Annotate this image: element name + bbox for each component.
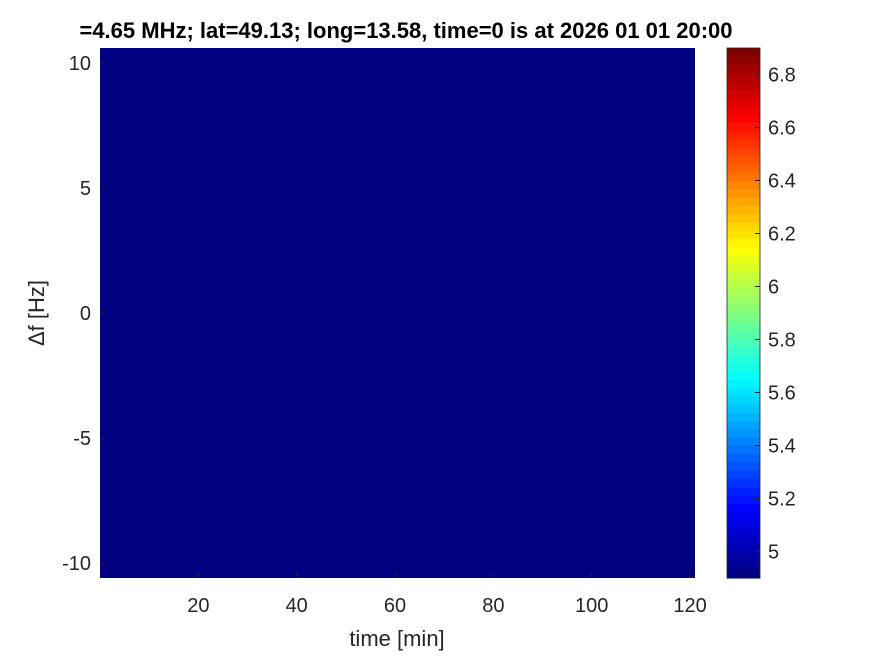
colorbar-band — [727, 453, 760, 463]
y-tick-label: 10 — [69, 53, 91, 75]
colorbar-frame — [726, 47, 761, 579]
x-axis: 20 40 60 80 100 120 — [187, 573, 707, 617]
colorbar-tick-label: 5.8 — [768, 330, 796, 352]
colorbar-band — [727, 263, 760, 273]
colorbar-band — [727, 370, 760, 380]
colorbar-band — [727, 296, 760, 306]
colorbar-band — [727, 346, 760, 356]
y-tick-label: 5 — [80, 178, 91, 200]
colorbar-tick-label: 6.2 — [768, 224, 796, 246]
colorbar-band — [727, 437, 760, 447]
colorbar-band — [727, 64, 760, 74]
colorbar-band — [727, 470, 760, 480]
colorbar-band — [727, 304, 760, 314]
colorbar-tick-label: 5.2 — [768, 489, 796, 511]
colorbar-band — [727, 337, 760, 347]
x-axis-label: time [min] — [349, 626, 444, 651]
colorbar-band — [727, 503, 760, 513]
colorbar-tick-label: 5.4 — [768, 436, 796, 458]
colorbar-band — [727, 536, 760, 546]
x-tick-label: 120 — [673, 595, 706, 617]
colorbar-band — [727, 205, 760, 215]
colorbar-band — [727, 428, 760, 438]
colorbar-band — [727, 147, 760, 157]
colorbar-band — [727, 72, 760, 82]
y-axis: 10 5 0 -5 -10 — [62, 53, 105, 575]
colorbar-band — [727, 130, 760, 140]
colorbar-band — [727, 387, 760, 397]
colorbar-band — [727, 420, 760, 430]
colorbar-band — [727, 478, 760, 488]
colorbar-band — [727, 114, 760, 124]
chart-title: =4.65 MHz; lat=49.13; long=13.58, time=0… — [79, 18, 732, 43]
heatmap-background — [100, 48, 695, 578]
colorbar-band — [727, 362, 760, 372]
colorbar-band — [727, 313, 760, 322]
colorbar-band — [727, 329, 760, 339]
colorbar-band — [727, 412, 760, 422]
x-tick-label: 60 — [384, 595, 406, 617]
colorbar-band — [727, 213, 760, 223]
x-tick-label: 40 — [286, 595, 308, 617]
y-tick-label: -5 — [73, 428, 91, 450]
colorbar-band — [727, 230, 760, 240]
colorbar-band — [727, 486, 760, 496]
x-tick-label: 80 — [482, 595, 504, 617]
colorbar-band — [727, 271, 760, 281]
plot-area — [100, 48, 695, 578]
colorbar-band — [727, 520, 760, 529]
colorbar-band — [727, 180, 760, 190]
colorbar-band — [727, 553, 760, 563]
colorbar-band — [727, 139, 760, 148]
colorbar-band — [727, 288, 760, 298]
colorbar-band — [727, 48, 760, 57]
colorbar-band — [727, 246, 760, 256]
colorbar-band — [727, 511, 760, 521]
colorbar-band — [727, 163, 760, 173]
colorbar-band — [727, 279, 760, 289]
colorbar-tick-label: 6.6 — [768, 118, 796, 140]
colorbar-band — [727, 495, 760, 505]
colorbar-band — [727, 528, 760, 538]
y-tick-label: 0 — [80, 303, 91, 325]
colorbar-band — [727, 122, 760, 132]
colorbar-band — [727, 395, 760, 405]
colorbar-band — [727, 197, 760, 206]
heatmap-cell — [285, 337, 288, 339]
colorbar-tick-label: 6.4 — [768, 171, 796, 193]
y-tick-label: -10 — [62, 553, 91, 575]
colorbar-band — [727, 544, 760, 554]
colorbar-band — [727, 89, 760, 99]
colorbar-band — [727, 561, 760, 571]
colorbar: 6.8 6.6 6.4 6.2 6 5.8 5.6 5.4 5.2 5 — [726, 47, 796, 579]
colorbar-band — [727, 379, 760, 389]
colorbar-band — [727, 569, 760, 579]
colorbar-tick-label: 5.6 — [768, 383, 796, 405]
colorbar-band — [727, 81, 760, 91]
colorbar-tick-label: 5 — [768, 542, 779, 564]
colorbar-band — [727, 255, 760, 264]
colorbar-tick-label: 6 — [768, 277, 779, 299]
colorbar-band — [727, 404, 760, 413]
colorbar-band — [727, 354, 760, 364]
colorbar-band — [727, 172, 760, 182]
colorbar-band — [727, 188, 760, 198]
colorbar-band — [727, 155, 760, 165]
colorbar-band — [727, 97, 760, 107]
colorbar-tick-label: 6.8 — [768, 65, 796, 87]
colorbar-band — [727, 238, 760, 248]
y-axis-label: Δf [Hz] — [24, 280, 49, 346]
colorbar-band — [727, 221, 760, 231]
colorbar-band — [727, 321, 760, 331]
colorbar-band — [727, 462, 760, 471]
colorbar-band — [727, 56, 760, 66]
colorbar-band — [727, 105, 760, 115]
x-tick-label: 100 — [575, 595, 608, 617]
colorbar-band — [727, 445, 760, 455]
x-tick-label: 20 — [187, 595, 209, 617]
